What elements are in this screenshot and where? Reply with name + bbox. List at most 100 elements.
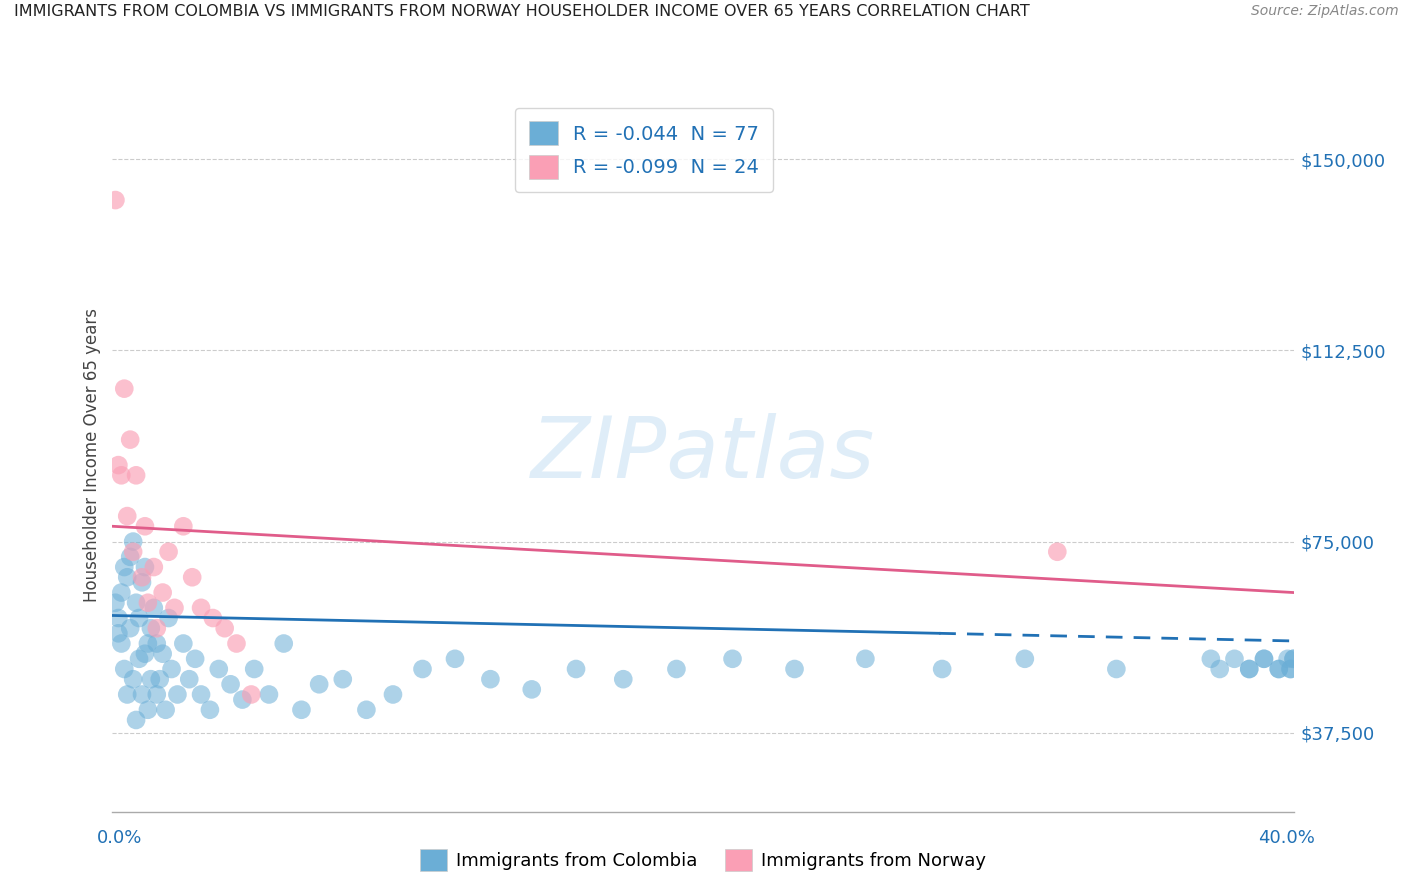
Point: [1282, 652, 1305, 666]
Point: [190, 600, 212, 615]
Point: [110, 585, 132, 599]
Point: [1268, 662, 1291, 676]
Point: [120, 621, 142, 635]
Point: [131, 570, 153, 584]
Point: [131, 575, 153, 590]
Point: [125, 596, 148, 610]
Point: [931, 662, 953, 676]
Point: [128, 652, 150, 666]
Point: [1253, 652, 1275, 666]
Point: [112, 662, 135, 676]
Point: [179, 672, 201, 686]
Point: [479, 672, 502, 686]
Point: [107, 458, 129, 472]
Point: [122, 534, 145, 549]
Point: [125, 468, 148, 483]
Point: [139, 672, 162, 686]
Point: [181, 570, 204, 584]
Point: [1014, 652, 1036, 666]
Point: [117, 688, 138, 702]
Point: [208, 662, 231, 676]
Point: [110, 468, 132, 483]
Point: [225, 636, 247, 650]
Point: [131, 688, 153, 702]
Point: [231, 692, 253, 706]
Point: [152, 585, 174, 599]
Legend: Immigrants from Colombia, Immigrants from Norway: Immigrants from Colombia, Immigrants fro…: [413, 842, 993, 879]
Y-axis label: Householder Income Over 65 years: Householder Income Over 65 years: [83, 308, 101, 602]
Point: [122, 672, 145, 686]
Point: [243, 662, 266, 676]
Point: [1253, 652, 1275, 666]
Point: [411, 662, 433, 676]
Point: [855, 652, 877, 666]
Point: [1105, 662, 1128, 676]
Point: [290, 703, 312, 717]
Point: [612, 672, 634, 686]
Text: Source: ZipAtlas.com: Source: ZipAtlas.com: [1251, 4, 1399, 19]
Point: [1277, 652, 1299, 666]
Point: [783, 662, 806, 676]
Point: [134, 560, 156, 574]
Point: [142, 600, 165, 615]
Point: [1239, 662, 1261, 676]
Point: [149, 672, 172, 686]
Text: IMMIGRANTS FROM COLOMBIA VS IMMIGRANTS FROM NORWAY HOUSEHOLDER INCOME OVER 65 YE: IMMIGRANTS FROM COLOMBIA VS IMMIGRANTS F…: [14, 4, 1029, 20]
Point: [125, 713, 148, 727]
Point: [107, 626, 129, 640]
Point: [112, 382, 135, 396]
Point: [110, 636, 132, 650]
Point: [240, 688, 263, 702]
Point: [104, 193, 127, 207]
Point: [134, 519, 156, 533]
Point: [112, 560, 135, 574]
Point: [257, 688, 280, 702]
Point: [273, 636, 295, 650]
Text: 0.0%: 0.0%: [97, 829, 142, 847]
Point: [172, 636, 194, 650]
Point: [1279, 662, 1302, 676]
Point: [1282, 652, 1305, 666]
Point: [107, 611, 129, 625]
Point: [146, 688, 169, 702]
Point: [117, 509, 138, 524]
Point: [136, 596, 159, 610]
Point: [1279, 662, 1302, 676]
Point: [1199, 652, 1222, 666]
Point: [444, 652, 467, 666]
Point: [184, 652, 207, 666]
Point: [117, 570, 138, 584]
Point: [665, 662, 688, 676]
Point: [146, 621, 169, 635]
Point: [172, 519, 194, 533]
Point: [1208, 662, 1232, 676]
Point: [198, 703, 221, 717]
Legend: R = -0.044  N = 77, R = -0.099  N = 24: R = -0.044 N = 77, R = -0.099 N = 24: [515, 108, 773, 193]
Point: [520, 682, 543, 697]
Point: [152, 647, 174, 661]
Point: [166, 688, 188, 702]
Point: [157, 611, 180, 625]
Point: [308, 677, 330, 691]
Point: [214, 621, 236, 635]
Text: 40.0%: 40.0%: [1258, 829, 1315, 847]
Point: [160, 662, 183, 676]
Point: [356, 703, 378, 717]
Point: [219, 677, 242, 691]
Point: [565, 662, 588, 676]
Point: [139, 621, 162, 635]
Point: [134, 647, 156, 661]
Point: [120, 433, 142, 447]
Point: [1046, 545, 1069, 559]
Text: ZIPatlas: ZIPatlas: [531, 413, 875, 497]
Point: [721, 652, 744, 666]
Point: [201, 611, 224, 625]
Point: [332, 672, 354, 686]
Point: [1268, 662, 1291, 676]
Point: [1239, 662, 1261, 676]
Point: [157, 545, 180, 559]
Point: [136, 703, 159, 717]
Point: [128, 611, 150, 625]
Point: [136, 636, 159, 650]
Point: [122, 545, 145, 559]
